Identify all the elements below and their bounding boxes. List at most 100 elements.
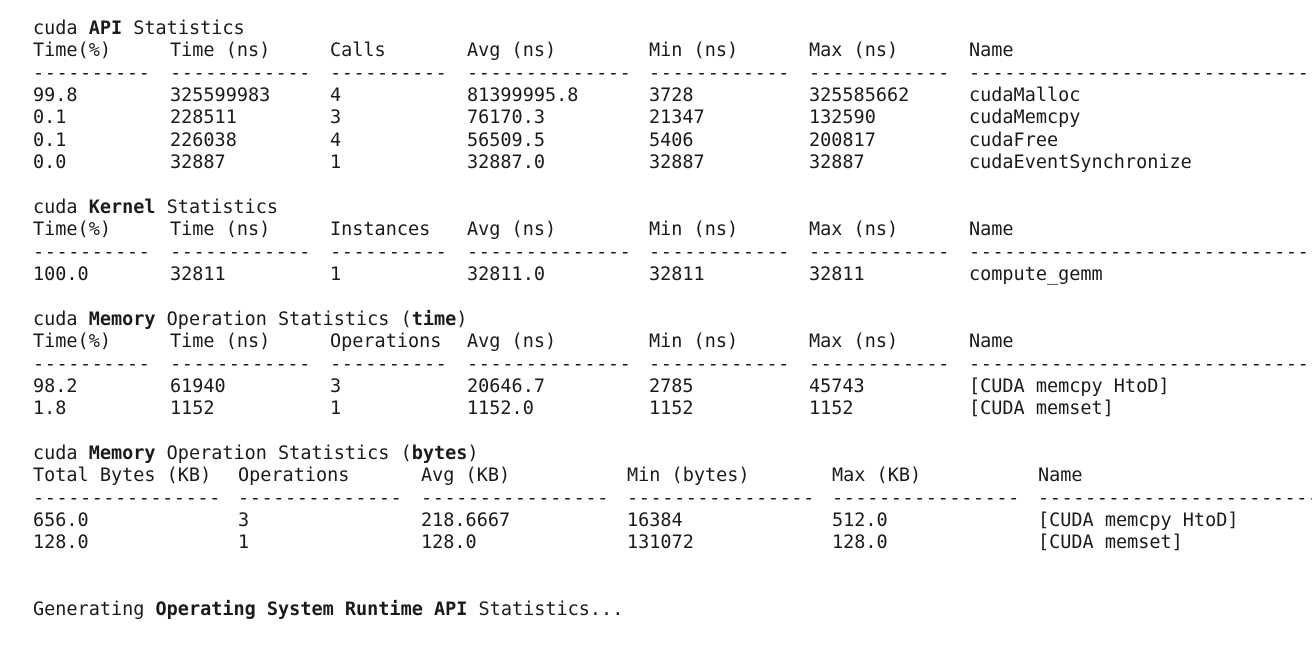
column-header: Name [969,40,1014,62]
column-header: Name [969,219,1014,241]
table-cell: 325599983 [170,84,271,106]
table-cell: 325585662 [809,84,910,106]
table-cell: 1152.0 [467,398,534,420]
separator-dashes: ------------ [649,353,790,375]
table-cell: 21347 [649,107,705,129]
table-cell: 656.0 [33,509,89,531]
column-header: Time(%) [33,219,111,241]
column-header: Time(%) [33,331,111,353]
column-header: Avg (ns) [467,331,557,353]
table-cell: [CUDA memcpy HtoD] [969,375,1170,397]
column-header: Min (bytes) [627,465,750,487]
table-cell: 3 [330,107,342,129]
table-cell: 81399995.8 [467,84,579,106]
section-title-keyword: Memory [88,309,156,330]
table-cell: 1.8 [33,398,67,420]
table-cell: 32811 [809,263,865,285]
table-cell: 1 [330,263,342,285]
column-header: Min (ns) [649,40,739,62]
column-header: Operations [238,465,350,487]
separator-dashes: ------------ [170,241,311,263]
column-header: Time (ns) [170,40,271,62]
table-cell: 131072 [627,532,694,554]
section-title-suffix: Statistics [155,197,279,218]
table-cell: 4 [330,84,342,106]
table-cell: 98.2 [33,375,78,397]
table-cell: 32811 [170,263,226,285]
column-header: Max (ns) [809,331,899,353]
separator-dashes: ---------------- [627,487,815,509]
section-title-prefix: cuda [33,197,89,218]
separator-dashes: ---------------- [421,487,609,509]
table-cell: cudaMalloc [969,84,1081,106]
column-header: Total Bytes (KB) [33,465,212,487]
separator-dashes: ------------------------------ [969,62,1312,84]
table-cell: 1 [330,398,342,420]
column-header: Calls [330,40,386,62]
section-title: cuda Memory Operation Statistics (bytes) [33,443,479,465]
column-header: Operations [330,331,442,353]
table-cell: 1 [238,532,250,554]
table-cell: 1152 [170,398,215,420]
table-cell: 128.0 [421,532,477,554]
table-cell: 32887 [809,151,865,173]
column-header: Name [969,331,1014,353]
table-cell: 3 [330,375,342,397]
section-title: cuda Memory Operation Statistics (time) [33,309,467,331]
section-title-close: ) [456,309,468,330]
separator-dashes: ---------- [33,62,151,84]
table-cell: 1 [330,151,342,173]
table-cell: 3728 [649,84,694,106]
section-title-suffix: Statistics [122,18,245,39]
section-title: cuda Kernel Statistics [33,197,278,219]
table-cell: 1152 [809,398,854,420]
separator-dashes: ------------ [649,62,790,84]
column-header: Avg (ns) [467,40,557,62]
section-title-prefix: cuda [33,443,89,464]
section-title: cuda API Statistics [33,18,245,40]
table-cell: cudaFree [969,129,1059,151]
separator-dashes: ------------ [649,241,790,263]
table-cell: 4 [330,129,342,151]
table-cell: 5406 [649,129,694,151]
column-header: Max (KB) [832,465,922,487]
separator-dashes: ------------ [170,62,311,84]
separator-dashes: ---------------- [33,487,221,509]
column-header: Time (ns) [170,219,271,241]
column-header: Time (ns) [170,331,271,353]
separator-dashes: ---------- [330,241,448,263]
separator-dashes: ------------------------------ [969,241,1312,263]
status-keyword: Operating System Runtime API [155,599,468,620]
column-header: Instances [330,219,431,241]
status-message: Generating Operating System Runtime API … [33,599,623,621]
table-cell: 61940 [170,375,226,397]
section-title-keyword: API [88,18,123,39]
separator-dashes: -------------- [467,62,632,84]
table-cell: 1152 [649,398,694,420]
section-title-prefix: cuda [33,18,89,39]
table-cell: compute_gemm [969,263,1103,285]
table-cell: 100.0 [33,263,89,285]
column-header: Min (ns) [649,331,739,353]
separator-dashes: ---------- [33,353,151,375]
separator-dashes: -------------- [238,487,403,509]
table-cell: 32887 [170,151,226,173]
table-cell: [CUDA memset] [1038,532,1183,554]
table-cell: cudaMemcpy [969,107,1081,129]
separator-dashes: ---------- [330,62,448,84]
table-cell: 218.6667 [421,509,511,531]
table-cell: 20646.7 [467,375,545,397]
table-cell: 32887 [649,151,705,173]
separator-dashes: -------------- [467,353,632,375]
separator-dashes: ------------ [170,353,311,375]
table-cell: 132590 [809,107,876,129]
separator-dashes: ---------------- [832,487,1020,509]
separator-dashes: ---------- [33,241,151,263]
table-cell: 32887.0 [467,151,545,173]
table-cell: 56509.5 [467,129,545,151]
status-prefix: Generating [33,599,156,620]
table-cell: 0.1 [33,129,67,151]
section-title-keyword: Kernel [88,197,156,218]
section-title-suffix: Operation Statistics ( [155,309,412,330]
